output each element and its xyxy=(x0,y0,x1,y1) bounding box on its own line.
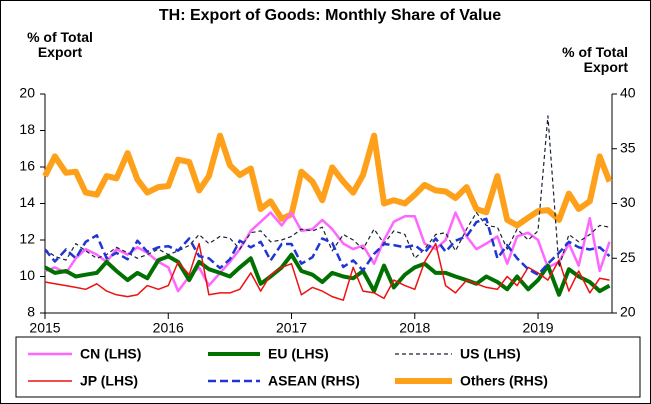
y-axis-label: % of Total Export xyxy=(27,29,93,60)
y-tick-label: 12 xyxy=(19,231,35,247)
series-line xyxy=(44,242,610,301)
y-tick-label: 20 xyxy=(19,85,35,101)
y-tick-label: 16 xyxy=(19,158,35,174)
series-line xyxy=(42,132,613,229)
y-tick-label: 18 xyxy=(19,121,35,137)
chart-title: TH: Export of Goods: Monthly Share of Va… xyxy=(159,7,501,24)
legend-label: US (LHS) xyxy=(460,346,521,362)
y-tick-label: 14 xyxy=(19,194,35,210)
legend-label: Others (RHS) xyxy=(460,373,548,389)
y2-tick-label: 40 xyxy=(620,85,636,101)
y-tick-label: 10 xyxy=(19,267,35,283)
x-tick-label: 2016 xyxy=(153,320,184,336)
series-line xyxy=(44,211,611,293)
x-tick-label: 2017 xyxy=(276,320,307,336)
series-line xyxy=(44,252,611,297)
y2-axis-label: % of Total Export xyxy=(562,44,628,75)
y2-tick-label: 25 xyxy=(620,249,636,265)
x-tick-label: 2015 xyxy=(29,320,60,336)
legend-label: CN (LHS) xyxy=(80,346,141,362)
series-line xyxy=(44,115,610,268)
legend-label: ASEAN (RHS) xyxy=(268,373,360,389)
legend-box xyxy=(15,336,641,398)
x-tick-label: 2019 xyxy=(522,320,553,336)
y2-tick-label: 30 xyxy=(620,194,636,210)
x-tick-label: 2018 xyxy=(399,320,430,336)
y-tick-label: 8 xyxy=(27,304,35,320)
y2-tick-label: 35 xyxy=(620,139,636,155)
legend-label: JP (LHS) xyxy=(80,373,138,389)
legend-label: EU (LHS) xyxy=(268,346,329,362)
series-line xyxy=(44,217,611,276)
y2-tick-label: 20 xyxy=(620,304,636,320)
